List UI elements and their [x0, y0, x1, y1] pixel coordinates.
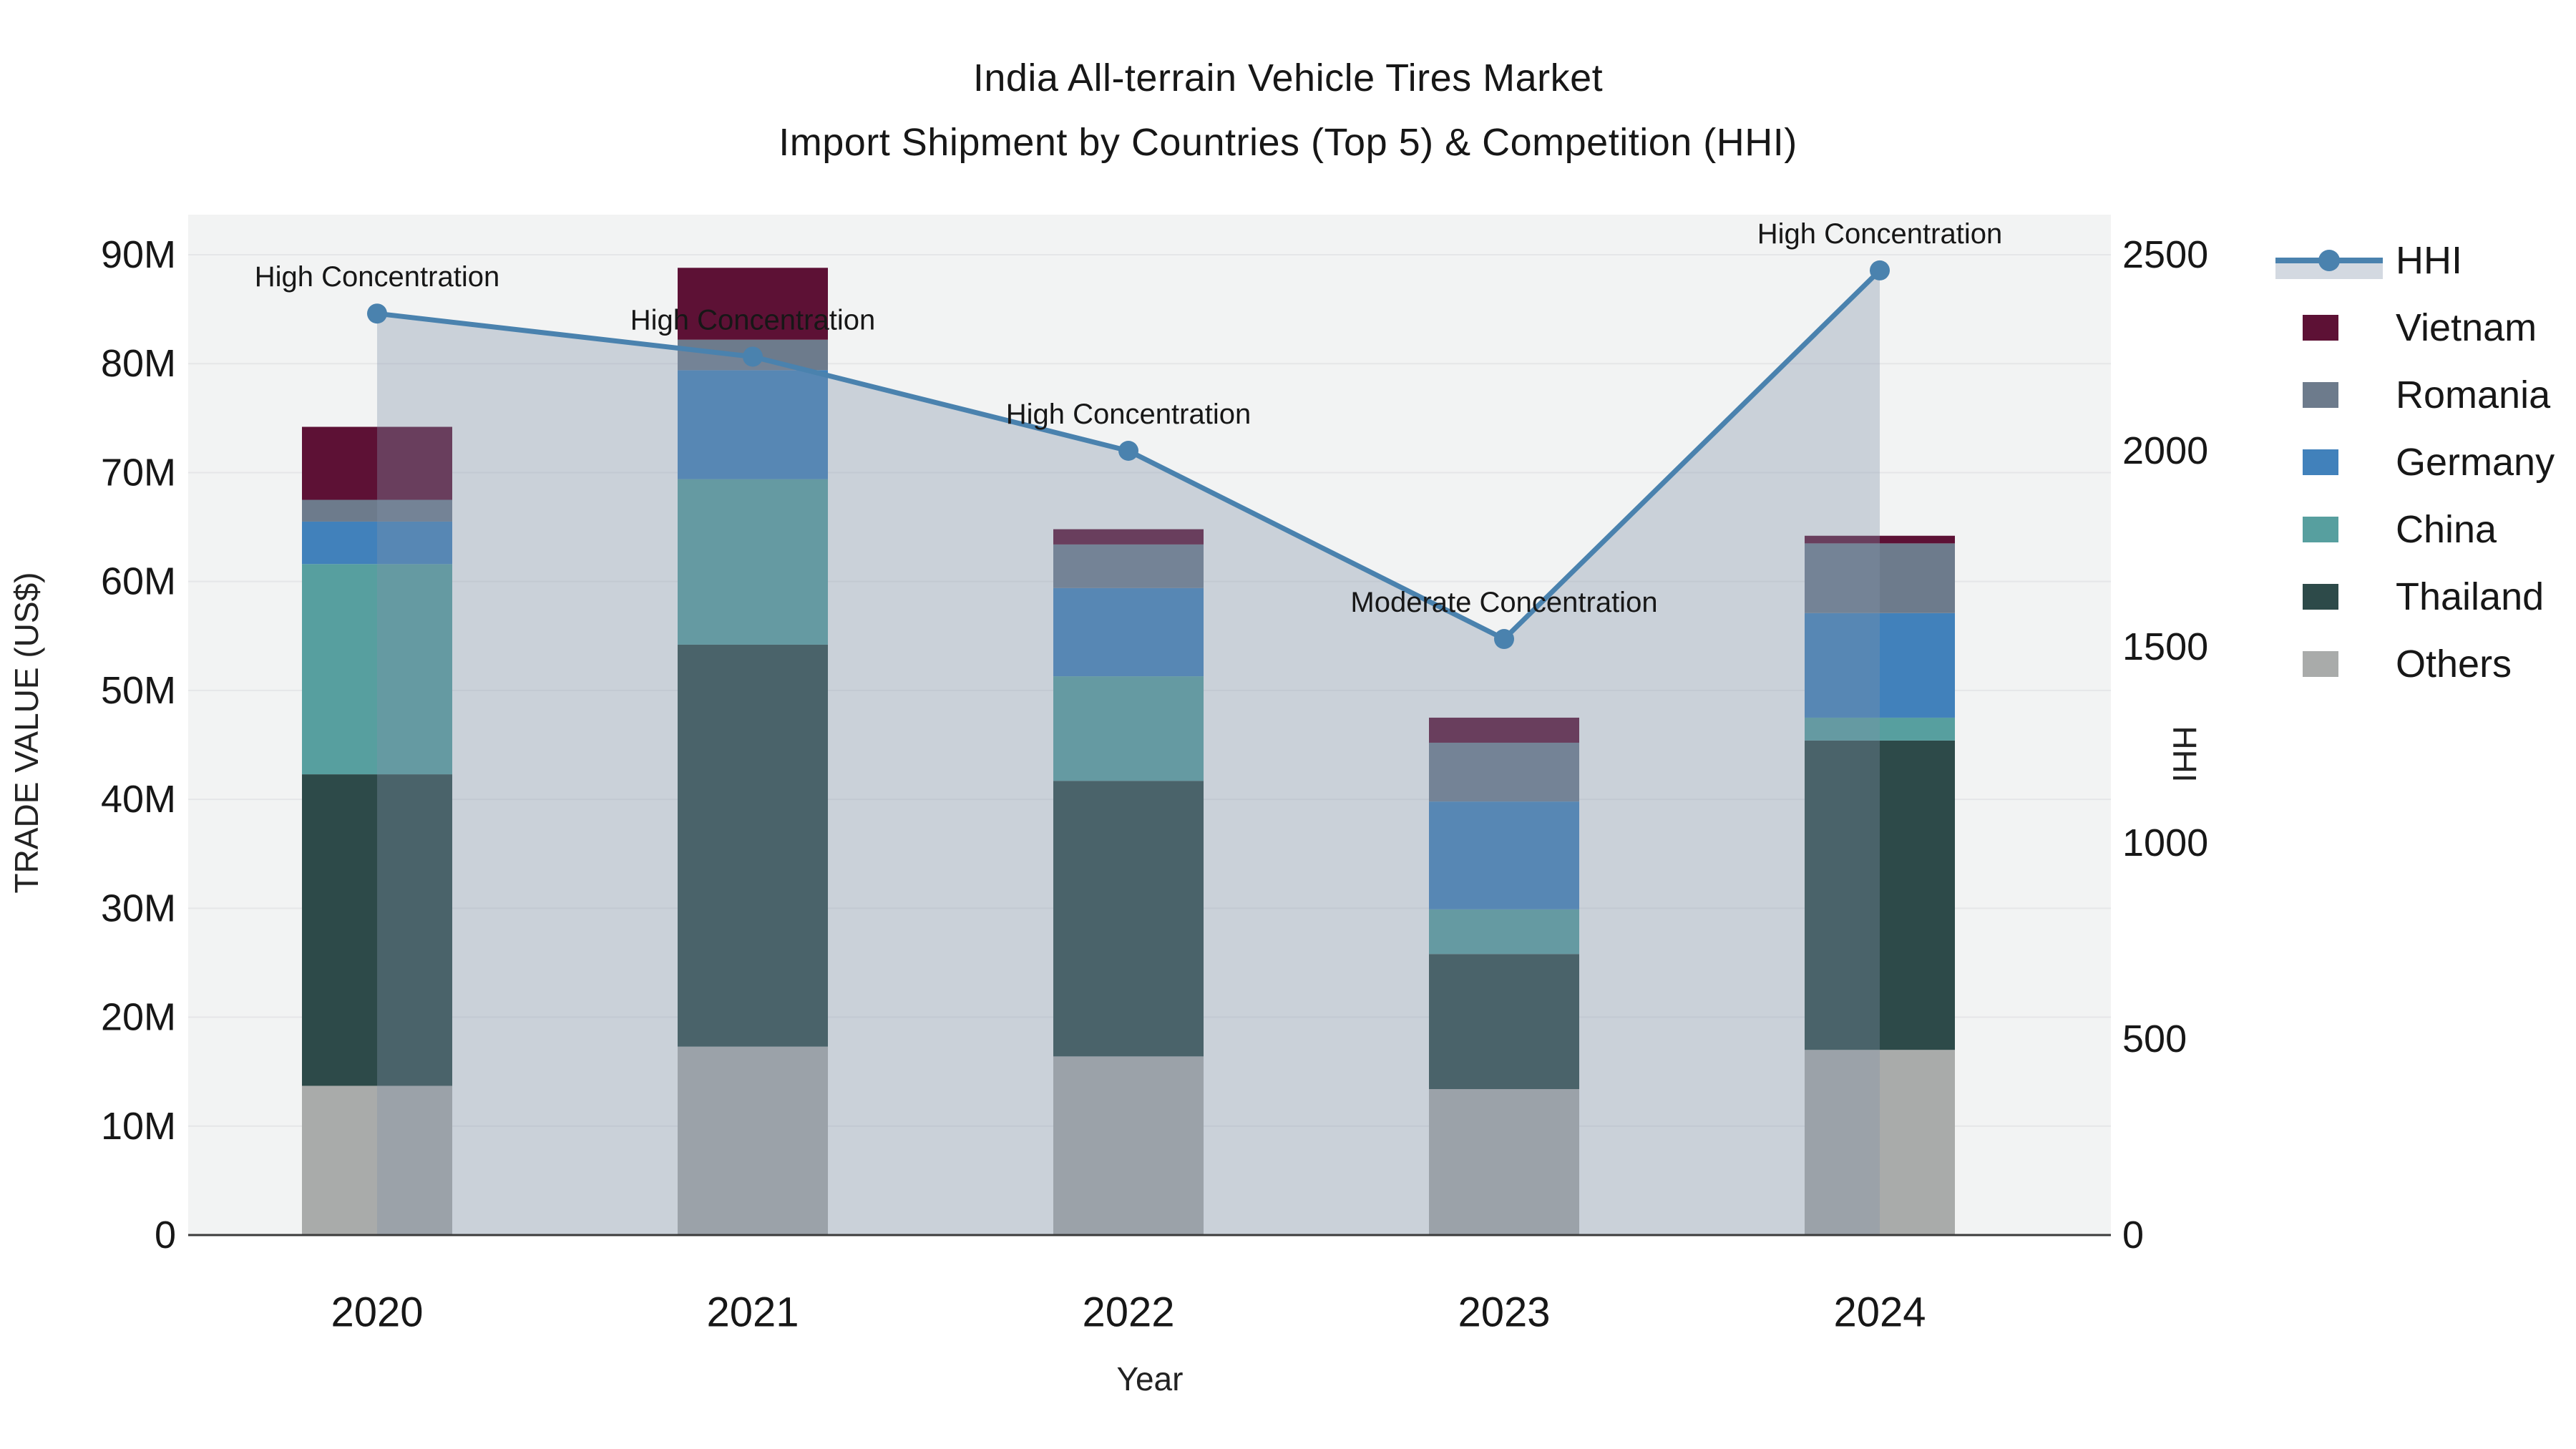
bar-segment-others-2021[interactable]	[678, 1046, 828, 1235]
legend-swatch-vietnam	[2303, 315, 2338, 341]
legend-item-vietnam[interactable]: Vietnam	[2303, 306, 2537, 349]
legend-item-germany[interactable]: Germany	[2303, 441, 2555, 484]
bar-segment-thailand-2024[interactable]	[1805, 740, 1955, 1050]
y-right-tick-1500: 1500	[2122, 625, 2208, 668]
annotation-2021: High Concentration	[630, 304, 875, 336]
bar-segment-romania-2023[interactable]	[1429, 742, 1579, 802]
bar-segment-thailand-2022[interactable]	[1053, 781, 1204, 1057]
y-left-tick-80M: 80M	[101, 342, 176, 385]
x-tick-2023: 2023	[1458, 1289, 1550, 1336]
y-left-tick-20M: 20M	[101, 996, 176, 1039]
y-left-tick-10M: 10M	[101, 1105, 176, 1148]
bar-segment-germany-2024[interactable]	[1805, 613, 1955, 718]
legend-item-others[interactable]: Others	[2303, 643, 2512, 686]
legend-swatch-thailand	[2303, 584, 2338, 610]
bar-segment-others-2024[interactable]	[1805, 1050, 1955, 1235]
bar-segment-germany-2021[interactable]	[678, 370, 828, 479]
y-left-tick-90M: 90M	[101, 233, 176, 276]
y-right-tick-0: 0	[2122, 1214, 2144, 1257]
legend-swatch-china	[2303, 517, 2338, 542]
legend-swatch-germany	[2303, 449, 2338, 475]
y-right-tick-2500: 2500	[2122, 233, 2208, 276]
bar-segment-romania-2022[interactable]	[1053, 544, 1204, 588]
legend-label-hhi: HHI	[2396, 239, 2462, 282]
hhi-area-fill	[377, 270, 1880, 1235]
legend-item-romania[interactable]: Romania	[2303, 374, 2551, 416]
y-right-axis-title: HHI	[2166, 726, 2203, 783]
chart-title-line1: India All-terrain Vehicle Tires Market	[972, 57, 1604, 99]
legend-item-thailand[interactable]: Thailand	[2303, 575, 2544, 618]
legend-label-thailand: Thailand	[2396, 575, 2544, 618]
bar-segment-china-2021[interactable]	[678, 479, 828, 645]
legend-label-romania: Romania	[2396, 374, 2551, 416]
legend-item-hhi[interactable]: HHI	[2275, 239, 2462, 282]
bar-segment-others-2022[interactable]	[1053, 1056, 1204, 1235]
bar-segment-thailand-2021[interactable]	[678, 644, 828, 1047]
x-tick-2020: 2020	[331, 1289, 423, 1336]
bar-segment-germany-2023[interactable]	[1429, 801, 1579, 909]
bar-segment-china-2022[interactable]	[1053, 676, 1204, 781]
legend-swatch-others	[2303, 651, 2338, 677]
bar-segment-vietnam-2022[interactable]	[1053, 529, 1204, 545]
legend-label-vietnam: Vietnam	[2396, 306, 2537, 349]
bar-segment-romania-2024[interactable]	[1805, 543, 1955, 613]
legend-hhi-marker-icon	[2318, 250, 2340, 271]
bar-segment-romania-2020[interactable]	[302, 499, 452, 522]
x-tick-2024: 2024	[1833, 1289, 1926, 1336]
bar-segment-thailand-2023[interactable]	[1429, 954, 1579, 1090]
legend-label-others: Others	[2396, 643, 2512, 686]
bar-segment-vietnam-2021[interactable]	[678, 268, 828, 340]
bar-segment-vietnam-2024[interactable]	[1805, 535, 1955, 544]
bar-segment-others-2020[interactable]	[302, 1085, 452, 1235]
annotation-2023: Moderate Concentration	[1350, 587, 1657, 618]
hhi-marker-2023[interactable]	[1494, 629, 1514, 650]
bar-segment-thailand-2020[interactable]	[302, 774, 452, 1086]
legend-swatch-romania	[2303, 382, 2338, 408]
bar-segment-china-2023[interactable]	[1429, 909, 1579, 955]
annotation-2020: High Concentration	[255, 261, 499, 293]
bar-segment-vietnam-2023[interactable]	[1429, 717, 1579, 743]
y-left-tick-40M: 40M	[101, 778, 176, 821]
y-right-tick-500: 500	[2122, 1018, 2187, 1060]
annotation-2024: High Concentration	[1757, 218, 2002, 250]
y-left-tick-30M: 30M	[101, 887, 176, 930]
legend-label-germany: Germany	[2396, 441, 2555, 484]
annotation-2022: High Concentration	[1006, 399, 1251, 430]
y-left-axis-title: TRADE VALUE (US$)	[8, 572, 45, 894]
bar-segment-germany-2020[interactable]	[302, 521, 452, 565]
chart-title-line2: Import Shipment by Countries (Top 5) & C…	[779, 121, 1797, 164]
hhi-marker-2024[interactable]	[1870, 260, 1890, 280]
bar-segment-vietnam-2020[interactable]	[302, 426, 452, 500]
y-left-tick-0: 0	[155, 1214, 176, 1257]
x-axis-title: Year	[1116, 1360, 1184, 1397]
bar-segment-others-2023[interactable]	[1429, 1089, 1579, 1235]
legend-label-china: China	[2396, 508, 2497, 551]
bar-segment-china-2020[interactable]	[302, 564, 452, 775]
y-left-tick-60M: 60M	[101, 560, 176, 603]
y-left-tick-50M: 50M	[101, 669, 176, 712]
legend-item-china[interactable]: China	[2303, 508, 2497, 551]
y-right-tick-2000: 2000	[2122, 429, 2208, 472]
bar-segment-china-2024[interactable]	[1805, 717, 1955, 741]
y-right-tick-1000: 1000	[2122, 821, 2208, 864]
hhi-marker-2020[interactable]	[367, 303, 387, 324]
bar-segment-germany-2022[interactable]	[1053, 587, 1204, 677]
x-tick-2022: 2022	[1082, 1289, 1174, 1336]
x-tick-2021: 2021	[706, 1289, 799, 1336]
y-left-tick-70M: 70M	[101, 451, 176, 494]
hhi-marker-2021[interactable]	[743, 346, 763, 367]
hhi-marker-2022[interactable]	[1118, 441, 1138, 461]
